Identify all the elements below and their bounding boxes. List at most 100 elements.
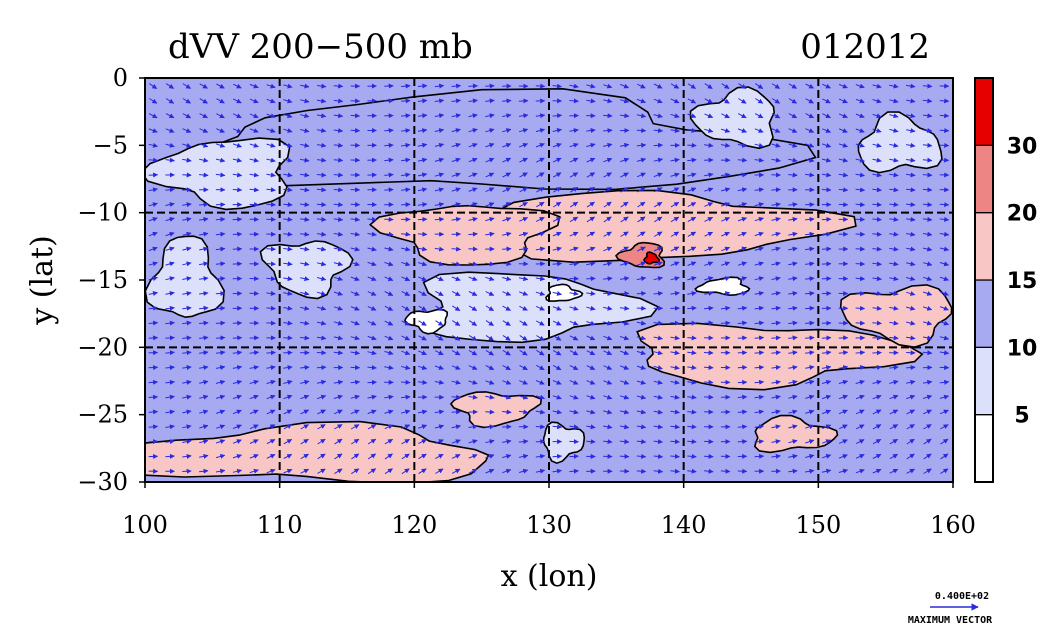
wind-vector xyxy=(468,334,478,341)
wind-vector xyxy=(704,290,714,296)
wind-vector xyxy=(586,246,596,252)
wind-vector xyxy=(535,83,546,89)
wind-vector xyxy=(485,261,495,267)
wind-vector xyxy=(485,334,494,341)
wind-vector xyxy=(468,83,478,89)
wind-vector xyxy=(889,246,899,252)
wind-vector xyxy=(906,172,916,178)
wind-vector xyxy=(485,468,495,474)
wind-vector xyxy=(316,246,327,252)
wind-vector xyxy=(182,113,192,119)
wind-vector xyxy=(687,394,697,400)
wind-vector xyxy=(721,202,731,207)
wind-vector xyxy=(653,439,663,445)
wind-vector xyxy=(653,320,664,326)
wind-vector xyxy=(569,172,579,178)
wind-vector xyxy=(569,128,579,133)
wind-vector xyxy=(283,202,293,208)
wind-vector xyxy=(603,246,613,252)
wind-vector xyxy=(872,453,882,459)
wind-vector xyxy=(350,379,361,385)
wind-vector xyxy=(468,349,478,356)
wind-vector xyxy=(199,157,209,163)
wind-vector xyxy=(215,246,226,252)
wind-vector xyxy=(518,113,529,119)
wind-vector xyxy=(333,157,344,163)
wind-vector xyxy=(502,113,512,119)
wind-vector xyxy=(535,453,546,459)
wind-vector xyxy=(636,305,647,311)
wind-vector xyxy=(872,202,882,208)
wind-vector xyxy=(165,394,175,400)
wind-vector xyxy=(838,424,848,430)
wind-vector xyxy=(434,172,445,178)
wind-vector xyxy=(771,335,781,341)
wind-vector xyxy=(232,142,242,148)
wind-vector xyxy=(232,113,242,119)
contour-region xyxy=(145,137,291,211)
wind-vector xyxy=(872,246,882,252)
wind-vector xyxy=(704,172,714,178)
wind-vector xyxy=(754,113,764,119)
wind-vector xyxy=(922,246,933,252)
wind-vector xyxy=(518,246,529,252)
wind-vector xyxy=(401,320,410,326)
wind-vector xyxy=(704,379,714,385)
wind-vector xyxy=(401,350,411,356)
wind-vector xyxy=(216,113,225,119)
wind-vector xyxy=(855,290,866,296)
wind-vector xyxy=(586,142,596,148)
wind-vector xyxy=(737,320,748,326)
wind-vector xyxy=(687,231,697,237)
wind-vector xyxy=(704,202,714,207)
contour-region xyxy=(145,420,490,482)
wind-vector xyxy=(636,113,647,119)
wind-vector xyxy=(502,439,512,445)
wind-vector xyxy=(737,305,748,311)
wind-vector xyxy=(351,468,360,475)
contour-region xyxy=(694,276,751,297)
wind-vector xyxy=(519,157,528,163)
wind-vector xyxy=(249,350,260,356)
wind-vector xyxy=(771,142,781,148)
y-tick-label: −30 xyxy=(77,468,128,496)
wind-vector xyxy=(855,305,866,311)
wind-vector xyxy=(165,453,175,459)
wind-vector xyxy=(417,261,428,267)
wind-vector xyxy=(434,113,445,119)
wind-vector xyxy=(603,201,612,208)
wind-vector xyxy=(586,276,596,282)
wind-vector xyxy=(771,157,781,163)
wind-vector xyxy=(704,231,714,237)
wind-vector xyxy=(788,409,798,415)
wind-vector xyxy=(670,157,680,163)
wind-vector xyxy=(619,439,630,445)
wind-vector xyxy=(687,113,697,119)
wind-vector xyxy=(922,128,933,133)
wind-vector xyxy=(334,424,343,430)
wind-vector xyxy=(199,409,209,415)
wind-vector xyxy=(805,276,815,282)
wind-vector xyxy=(872,172,882,178)
wind-vector xyxy=(317,453,326,460)
wind-vector xyxy=(805,379,815,385)
wind-vector xyxy=(923,409,932,415)
wind-vector xyxy=(737,172,748,178)
wind-vector xyxy=(434,379,445,385)
wind-vector xyxy=(788,439,798,445)
wind-vector xyxy=(670,246,680,252)
wind-vector xyxy=(771,424,781,430)
wind-vector xyxy=(687,128,697,133)
wind-vector xyxy=(502,246,512,252)
wind-vector xyxy=(889,305,899,311)
wind-vector xyxy=(603,350,613,355)
wind-vector xyxy=(148,187,158,193)
wind-vector xyxy=(216,409,226,415)
wind-vector xyxy=(334,468,343,475)
wind-vector xyxy=(737,142,748,148)
wind-vector xyxy=(771,246,781,252)
wind-vector xyxy=(434,142,445,148)
wind-vector xyxy=(805,394,815,400)
wind-vector xyxy=(232,261,243,267)
wind-vector xyxy=(199,128,209,133)
